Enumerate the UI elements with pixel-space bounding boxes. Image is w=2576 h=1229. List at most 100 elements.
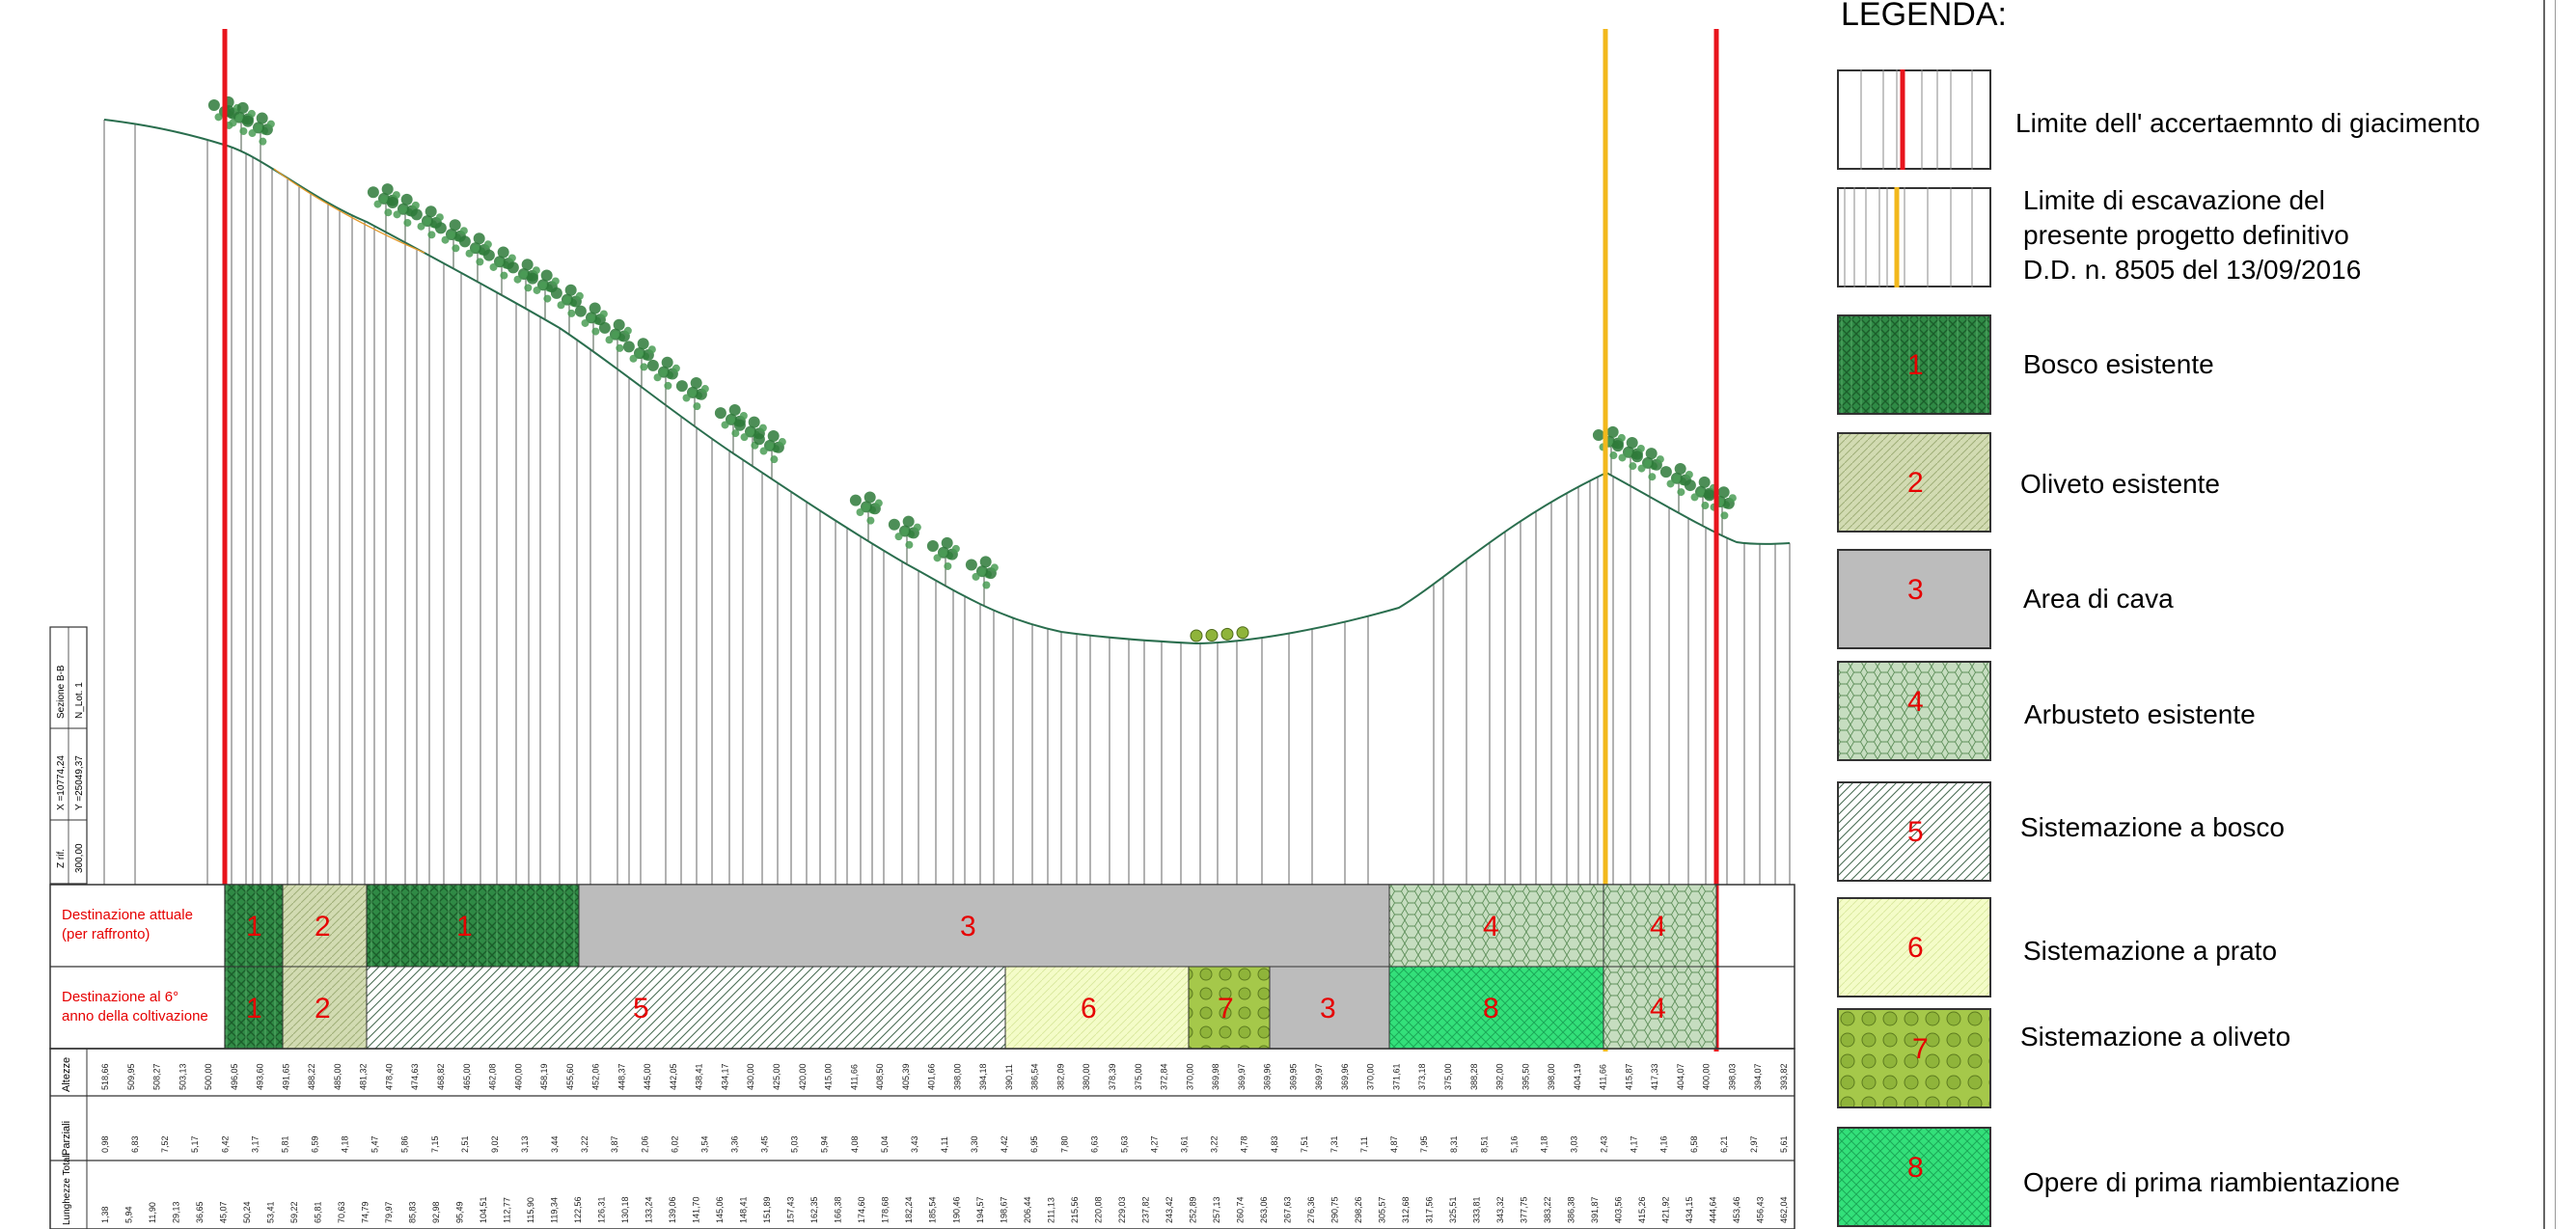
- table-value: 260,74: [1235, 1196, 1245, 1223]
- row-anno6: 1 2 5 6 7 3 8 4: [225, 967, 1716, 1049]
- frame-edge-2: [2555, 0, 2556, 1229]
- table-value: 481,32: [359, 1063, 369, 1090]
- table-value: 6,21: [1719, 1135, 1729, 1153]
- table-value: 3,87: [610, 1135, 619, 1153]
- table-value: 478,40: [385, 1063, 395, 1090]
- table-value: 3,45: [760, 1135, 770, 1153]
- table-value: 404,19: [1573, 1063, 1582, 1090]
- table-value: 305,57: [1377, 1196, 1386, 1223]
- table-value: 375,00: [1134, 1063, 1143, 1090]
- row-label-anno6-2: anno della coltivazione: [62, 1008, 208, 1024]
- legend-num-6: 6: [1907, 932, 1924, 964]
- legend-label-9: Opere di prima riambientazione: [2023, 1165, 2400, 1200]
- table-value: 415,26: [1637, 1196, 1647, 1223]
- table-value: 460,00: [513, 1063, 523, 1090]
- table-value: 2,97: [1749, 1135, 1759, 1153]
- legend-item-sist-oliveto: 7 Sistemazione a oliveto: [1837, 1008, 2570, 1108]
- legend-label-6: Sistemazione a bosco: [2020, 810, 2285, 845]
- table-value: 411,66: [1599, 1064, 1608, 1090]
- table-value: 5,86: [400, 1135, 410, 1153]
- cell-attuale-bosco-2: [367, 885, 579, 967]
- table-value: 391,87: [1590, 1196, 1600, 1223]
- table-value: 2,51: [460, 1135, 470, 1153]
- table-value: 369,97: [1314, 1063, 1324, 1090]
- table-value: 415,00: [824, 1063, 834, 1090]
- table-value: 371,61: [1392, 1063, 1402, 1090]
- table-value: 5,47: [370, 1135, 380, 1153]
- table-value: 462,04: [1779, 1196, 1789, 1223]
- table-value: 139,06: [668, 1196, 677, 1223]
- num-anno6-8: 8: [1483, 993, 1499, 1024]
- num-anno6-2: 2: [315, 993, 331, 1024]
- swatch-oliveto: 2: [1837, 432, 1991, 533]
- cell-attuale-cava: [579, 885, 1389, 967]
- legend-item-sist-bosco: 5 Sistemazione a bosco: [1837, 781, 2570, 882]
- row-label-attuale-1: Destinazione attuale: [62, 907, 193, 923]
- table-value: 378,39: [1108, 1063, 1117, 1090]
- table-value: 4,17: [1630, 1135, 1639, 1153]
- table-value: 438,41: [695, 1063, 704, 1090]
- table-value: 263,06: [1259, 1196, 1269, 1223]
- legend-num-5: 5: [1907, 816, 1924, 848]
- table-value: 50,24: [242, 1201, 252, 1223]
- table-value: 0,98: [100, 1135, 110, 1153]
- table-value: 415,87: [1624, 1063, 1633, 1090]
- table-value: 7,80: [1059, 1135, 1069, 1153]
- table-value: 503,13: [178, 1063, 187, 1090]
- table-value: 70,63: [337, 1201, 346, 1223]
- table-value: 3,54: [699, 1135, 709, 1153]
- table-value: 6,63: [1089, 1135, 1099, 1153]
- table-value: 59,22: [289, 1201, 299, 1223]
- table-value: 2,43: [1600, 1135, 1609, 1153]
- header-section-name: Sezione B-B: [56, 665, 67, 719]
- table-value: 333,81: [1471, 1196, 1481, 1223]
- legend-item-bosco: 1 Bosco esistente: [1837, 314, 2570, 415]
- olive-shrub-icon: [1191, 630, 1202, 642]
- header-y: Y =25049,37: [74, 755, 85, 810]
- table-value: 3,13: [520, 1135, 530, 1153]
- table-value: 434,15: [1685, 1196, 1694, 1223]
- num-attuale-1: 1: [246, 911, 262, 942]
- table-value: 74,79: [361, 1201, 370, 1223]
- num-attuale-5: 4: [1483, 911, 1499, 942]
- table-value: 417,33: [1650, 1063, 1659, 1090]
- table-value: 448,37: [617, 1063, 626, 1090]
- table-value: 178,68: [881, 1196, 891, 1223]
- table-value: 496,05: [230, 1063, 239, 1090]
- table-value: 408,50: [875, 1063, 885, 1090]
- tree-icon: [889, 516, 921, 565]
- table-value: 377,75: [1519, 1196, 1528, 1223]
- table-value: 493,60: [256, 1063, 265, 1090]
- table-value: 190,46: [951, 1196, 961, 1223]
- table-value: 380,00: [1082, 1063, 1091, 1090]
- table-value: 115,90: [526, 1197, 535, 1223]
- table-value: 390,11: [1004, 1064, 1014, 1090]
- header-x: X =10774,24: [56, 755, 67, 810]
- table-value: 5,94: [820, 1135, 830, 1153]
- table-value: 194,57: [975, 1196, 985, 1223]
- table-value: 373,18: [1417, 1063, 1427, 1090]
- table-value: 5,04: [880, 1135, 890, 1153]
- table-value: 8,51: [1479, 1135, 1489, 1153]
- legend-label-3: Oliveto esistente: [2020, 467, 2220, 502]
- table-value: 398,00: [952, 1063, 962, 1090]
- table-value: 421,92: [1661, 1196, 1671, 1223]
- swatch-arbusteto: 4: [1837, 661, 1991, 761]
- table-value: 462,08: [488, 1063, 498, 1090]
- row-label-anno6-1: Destinazione al 6°: [62, 989, 178, 1005]
- table-value: 369,95: [1288, 1063, 1298, 1090]
- table-value: 4,87: [1389, 1135, 1399, 1153]
- table-value: 141,70: [692, 1196, 701, 1223]
- table-value: 290,75: [1329, 1196, 1339, 1223]
- legend-num-4: 4: [1907, 686, 1924, 718]
- num-attuale-3: 1: [456, 911, 473, 942]
- table-value: 148,41: [739, 1196, 749, 1223]
- table-value: 185,54: [928, 1196, 938, 1223]
- table-value: 53,41: [266, 1201, 276, 1223]
- row-attuale: 1 2 1 3 4 4: [225, 885, 1716, 967]
- table-value: 430,00: [746, 1063, 755, 1090]
- cell-anno6-sist-bosco: [367, 967, 1005, 1049]
- table-value: 5,63: [1119, 1135, 1129, 1153]
- table-value: 474,63: [410, 1063, 420, 1090]
- table-value: 4,42: [1000, 1135, 1009, 1153]
